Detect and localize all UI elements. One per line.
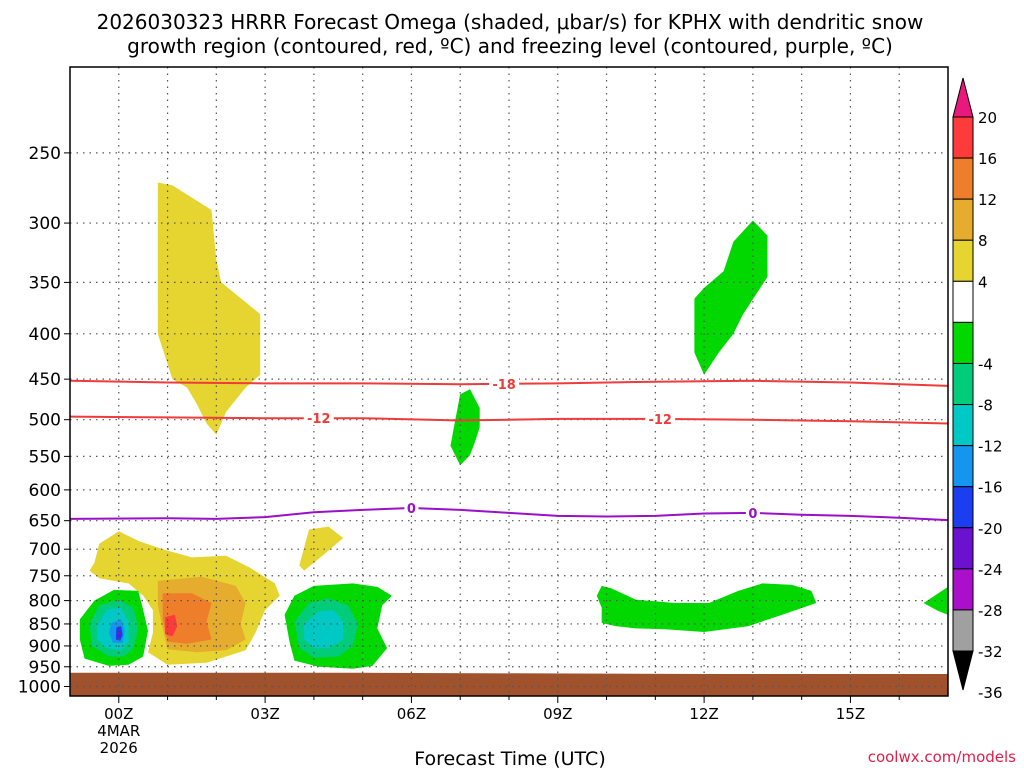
x-tick-label-00Z: 00Z <box>104 705 133 723</box>
colorbar-legend: 20 16 12 8 4 -4 -8 -12 -16 -20 -24 -28 -32 -36 <box>952 77 1003 702</box>
y-tick-label-550: 550 <box>29 447 61 467</box>
y-tick-label-750: 750 <box>29 567 61 587</box>
y-tick-label-250: 250 <box>29 144 61 164</box>
contour-label-dgz-minus12-1: -12 <box>648 413 672 428</box>
contour-label-freezing-level-1: 0 <box>748 507 757 522</box>
x-tick-label-15Z: 15Z <box>836 705 865 723</box>
x-axis-label: Forecast Time (UTC) <box>414 748 605 768</box>
y-tick-label-400: 400 <box>29 325 61 345</box>
colorbar-label-12: -32 <box>978 643 1003 661</box>
contour-label-freezing-level-0: 0 <box>407 502 416 517</box>
y-tick-label-650: 650 <box>29 512 61 532</box>
colorbar-band-10 <box>952 527 974 570</box>
contour-label-dgz-minus18-0: -18 <box>492 378 516 393</box>
y-tick-label-850: 850 <box>29 615 61 635</box>
x-tick-label-03Z: 03Z <box>250 705 279 723</box>
colorbar-band-11 <box>952 568 974 611</box>
contour-label-bg-freezing-level-1 <box>745 505 760 520</box>
x-tick-label-06Z: 06Z <box>397 705 426 723</box>
chart-title-line1: 2026030323 HRRR Forecast Omega (shaded, … <box>97 10 924 34</box>
ascent-small-yellow <box>299 526 344 571</box>
terrain-surface <box>70 672 948 696</box>
plot-area: -18 -12 -12 0 0 <box>69 66 949 697</box>
x-tick-date: 4MAR <box>97 722 140 740</box>
y-tick-label-300: 300 <box>29 214 61 234</box>
y-axis: 2503003504004505005506006507007508008509… <box>18 144 70 697</box>
colorbar-label-9: -20 <box>978 520 1003 538</box>
colorbar-band-0 <box>952 116 974 159</box>
colorbar-band-3 <box>952 239 974 282</box>
colorbar-label-2: 12 <box>978 191 997 209</box>
y-tick-label-1000: 1000 <box>18 677 61 697</box>
x-tick-label-12Z: 12Z <box>689 705 718 723</box>
colorbar-top-arrow <box>952 77 974 118</box>
colorbar-label-10: -24 <box>978 561 1003 579</box>
colorbar-label-8: -16 <box>978 479 1003 497</box>
contour-label-bg-dgz-minus18-0 <box>489 376 520 391</box>
colorbar-band-2 <box>952 198 974 241</box>
y-tick-label-350: 350 <box>29 273 61 293</box>
x-tick-label-09Z: 09Z <box>543 705 572 723</box>
contour-label-bg-dgz-minus12-1 <box>645 411 676 426</box>
colorbar-label-13: -36 <box>978 684 1003 702</box>
colorbar-band-4 <box>952 280 974 323</box>
colorbar-label-4: 4 <box>978 273 988 291</box>
colorbar-band-1 <box>952 157 974 200</box>
contour-freezing-level <box>69 506 949 522</box>
colorbar-label-6: -8 <box>978 397 993 415</box>
contour-label-bg-dgz-minus12-0 <box>303 411 334 426</box>
colorbar-bottom-arrow <box>952 650 974 691</box>
colorbar-label-0: 20 <box>978 109 997 127</box>
descent-low-east-green <box>596 583 817 632</box>
colorbar-label-1: 16 <box>978 150 997 168</box>
contour-label-bg-freezing-level-0 <box>404 501 419 516</box>
x-tick-year: 2026 <box>100 739 138 757</box>
y-tick-label-500: 500 <box>29 411 61 431</box>
ascent-upper-yellow <box>157 182 261 435</box>
colorbar-band-9 <box>952 486 974 529</box>
y-tick-label-950: 950 <box>29 658 61 678</box>
contour-dgz-minus12 <box>69 415 949 425</box>
y-tick-label-600: 600 <box>29 481 61 501</box>
colorbar-band-6 <box>952 362 974 406</box>
colorbar-band-12 <box>952 609 974 652</box>
grid-lines <box>70 67 948 696</box>
descent-upper-green <box>694 220 768 375</box>
y-tick-label-450: 450 <box>29 370 61 390</box>
descent-mid-green <box>450 389 480 466</box>
credit-text: coolwx.com/models <box>868 748 1016 766</box>
colorbar-band-5 <box>952 321 974 364</box>
y-tick-label-800: 800 <box>29 592 61 612</box>
colorbar-band-7 <box>952 404 974 447</box>
descent-low-west-core <box>117 631 121 638</box>
colorbar-label-11: -28 <box>978 602 1003 620</box>
colorbar-label-3: 8 <box>978 232 988 250</box>
colorbar-label-5: -4 <box>978 355 993 373</box>
y-tick-label-700: 700 <box>29 540 61 560</box>
colorbar-band-8 <box>952 445 974 488</box>
y-tick-label-900: 900 <box>29 637 61 657</box>
chart-title-line2: growth region (contoured, red, ºC) and f… <box>127 34 893 58</box>
contour-label-dgz-minus12-0: -12 <box>307 412 331 427</box>
colorbar-label-7: -12 <box>978 438 1003 456</box>
